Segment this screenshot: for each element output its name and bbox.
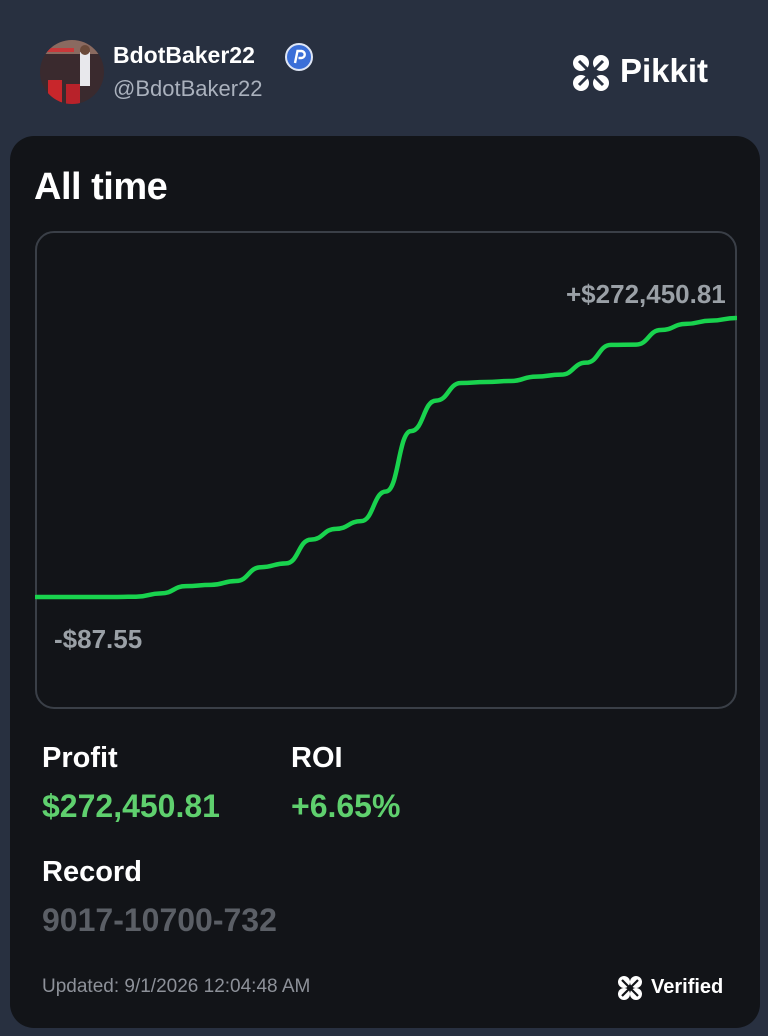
brand-logo — [573, 55, 609, 91]
chart-frame — [35, 231, 737, 709]
value-label: +$272,450.81 — [566, 279, 726, 309]
chart: -$87.55 +$272,450.81 — [35, 231, 737, 709]
card — [10, 136, 760, 1028]
user-name: BdotBaker22 — [113, 42, 255, 68]
brand-name: Pikkit — [620, 52, 709, 89]
profit-label: Profit — [42, 742, 118, 774]
value-label: -$87.55 — [54, 624, 142, 654]
card-title: All time — [34, 166, 168, 208]
record-label: Record — [42, 856, 142, 888]
verified-badge — [285, 43, 313, 71]
profit-value: $272,450.81 — [42, 788, 220, 824]
profit-line — [35, 315, 737, 600]
roi-value: +6.65% — [291, 788, 401, 824]
roi-label: ROI — [291, 742, 343, 774]
record-value: 9017-10700-732 — [42, 902, 277, 938]
user-handle: @BdotBaker22 — [113, 76, 263, 101]
avatar — [40, 40, 104, 104]
verified-icon — [618, 976, 642, 1000]
verified-label: Verified — [651, 976, 724, 998]
updated-time: Updated: 9/1/2026 12:04:48 AM — [42, 976, 311, 997]
